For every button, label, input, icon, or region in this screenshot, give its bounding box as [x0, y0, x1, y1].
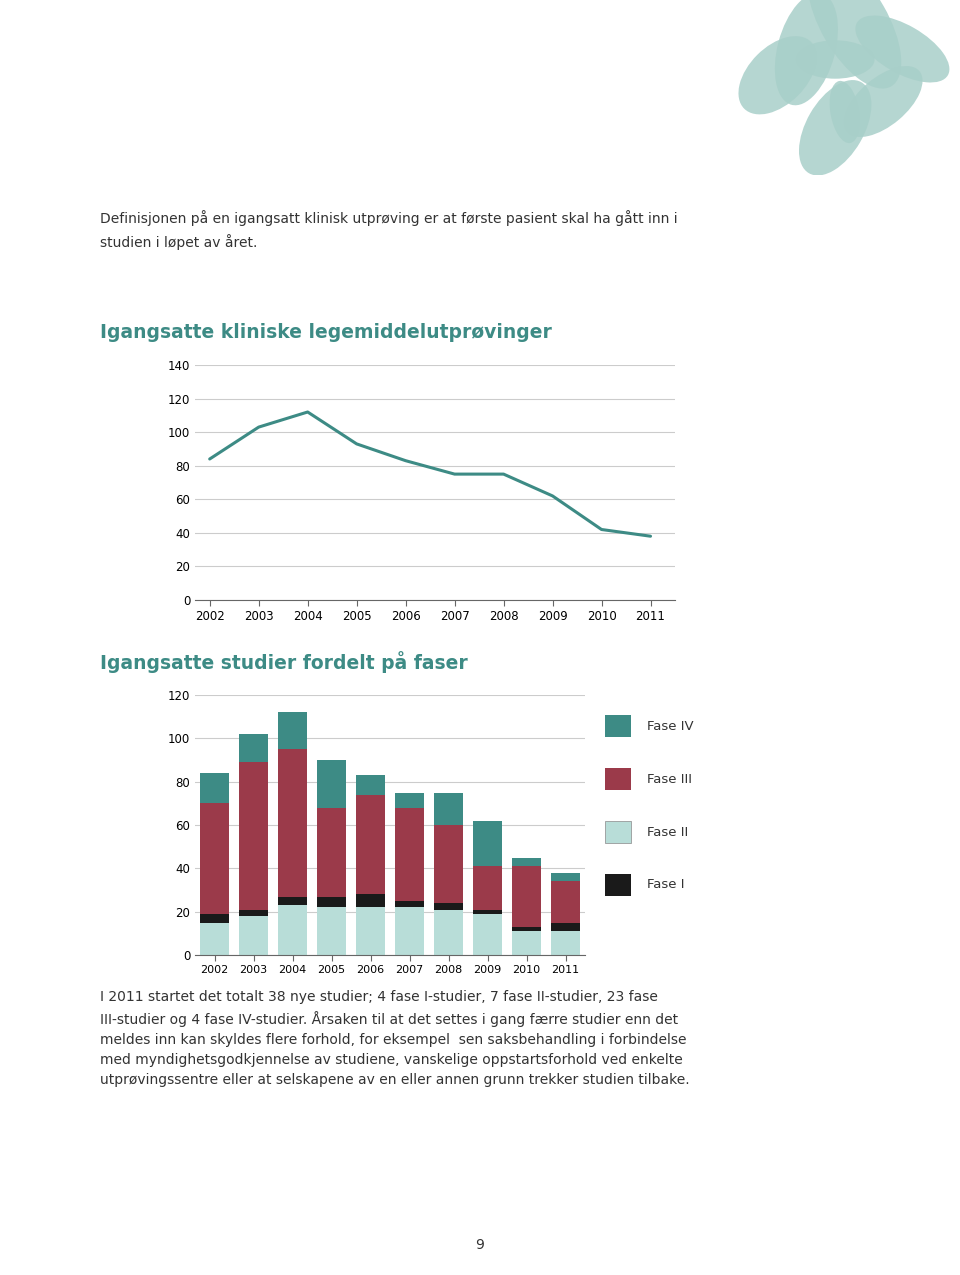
Bar — [435, 825, 463, 903]
Bar — [396, 908, 423, 955]
Ellipse shape — [829, 80, 860, 143]
Bar — [605, 873, 632, 896]
Bar — [435, 909, 463, 955]
Text: Kliniske legemiddelstudier i regi av: Kliniske legemiddelstudier i regi av — [100, 60, 684, 88]
Bar — [239, 734, 268, 762]
Text: Definisjonen på en igangsatt klinisk utprøving er at første pasient skal ha gått: Definisjonen på en igangsatt klinisk utp… — [100, 210, 678, 250]
Bar — [278, 896, 306, 905]
Bar — [551, 923, 580, 931]
Bar — [201, 773, 228, 803]
Bar — [435, 793, 463, 825]
Bar — [318, 760, 346, 807]
Text: Igangsatte studier fordelt på faser: Igangsatte studier fordelt på faser — [100, 652, 468, 673]
Ellipse shape — [844, 66, 923, 136]
Bar — [513, 927, 540, 931]
Ellipse shape — [796, 41, 875, 79]
Bar — [473, 821, 501, 866]
Bar — [201, 803, 228, 914]
Text: Igangsatte kliniske legemiddelutprøvinger: Igangsatte kliniske legemiddelutprøvinge… — [100, 323, 552, 342]
Bar — [435, 903, 463, 909]
Ellipse shape — [775, 0, 838, 106]
Bar — [605, 821, 632, 843]
Ellipse shape — [799, 80, 872, 176]
Bar — [201, 914, 228, 923]
Bar — [513, 858, 540, 866]
Bar — [239, 762, 268, 909]
Text: LMIs medlemsbedrifter: LMIs medlemsbedrifter — [100, 112, 481, 140]
Bar — [513, 866, 540, 927]
Bar — [278, 905, 306, 955]
Bar — [318, 807, 346, 896]
Bar — [201, 923, 228, 955]
Bar — [473, 866, 501, 909]
Bar — [396, 793, 423, 807]
Ellipse shape — [807, 0, 901, 88]
Bar — [605, 769, 632, 790]
Bar — [551, 881, 580, 923]
Bar — [318, 896, 346, 908]
Text: Fase IV: Fase IV — [647, 720, 693, 733]
Bar — [356, 794, 385, 894]
Bar — [396, 807, 423, 901]
Bar — [551, 931, 580, 955]
Bar — [356, 775, 385, 794]
Text: Fase II: Fase II — [647, 825, 688, 839]
Text: 9: 9 — [475, 1238, 485, 1252]
Bar — [356, 894, 385, 908]
Ellipse shape — [738, 36, 817, 115]
Text: I 2011 startet det totalt 38 nye studier; 4 fase I-studier, 7 fase II-studier, 2: I 2011 startet det totalt 38 nye studier… — [100, 989, 689, 1088]
Bar — [551, 872, 580, 881]
Text: Fase III: Fase III — [647, 773, 692, 785]
Bar — [278, 750, 306, 896]
Bar — [513, 931, 540, 955]
Bar — [239, 915, 268, 955]
Bar — [356, 908, 385, 955]
Bar — [239, 909, 268, 915]
Text: Fase I: Fase I — [647, 878, 684, 891]
Ellipse shape — [855, 15, 949, 83]
Bar — [473, 914, 501, 955]
Bar — [278, 713, 306, 750]
Bar — [396, 901, 423, 908]
Bar — [605, 715, 632, 737]
Bar — [318, 908, 346, 955]
Bar — [473, 909, 501, 914]
